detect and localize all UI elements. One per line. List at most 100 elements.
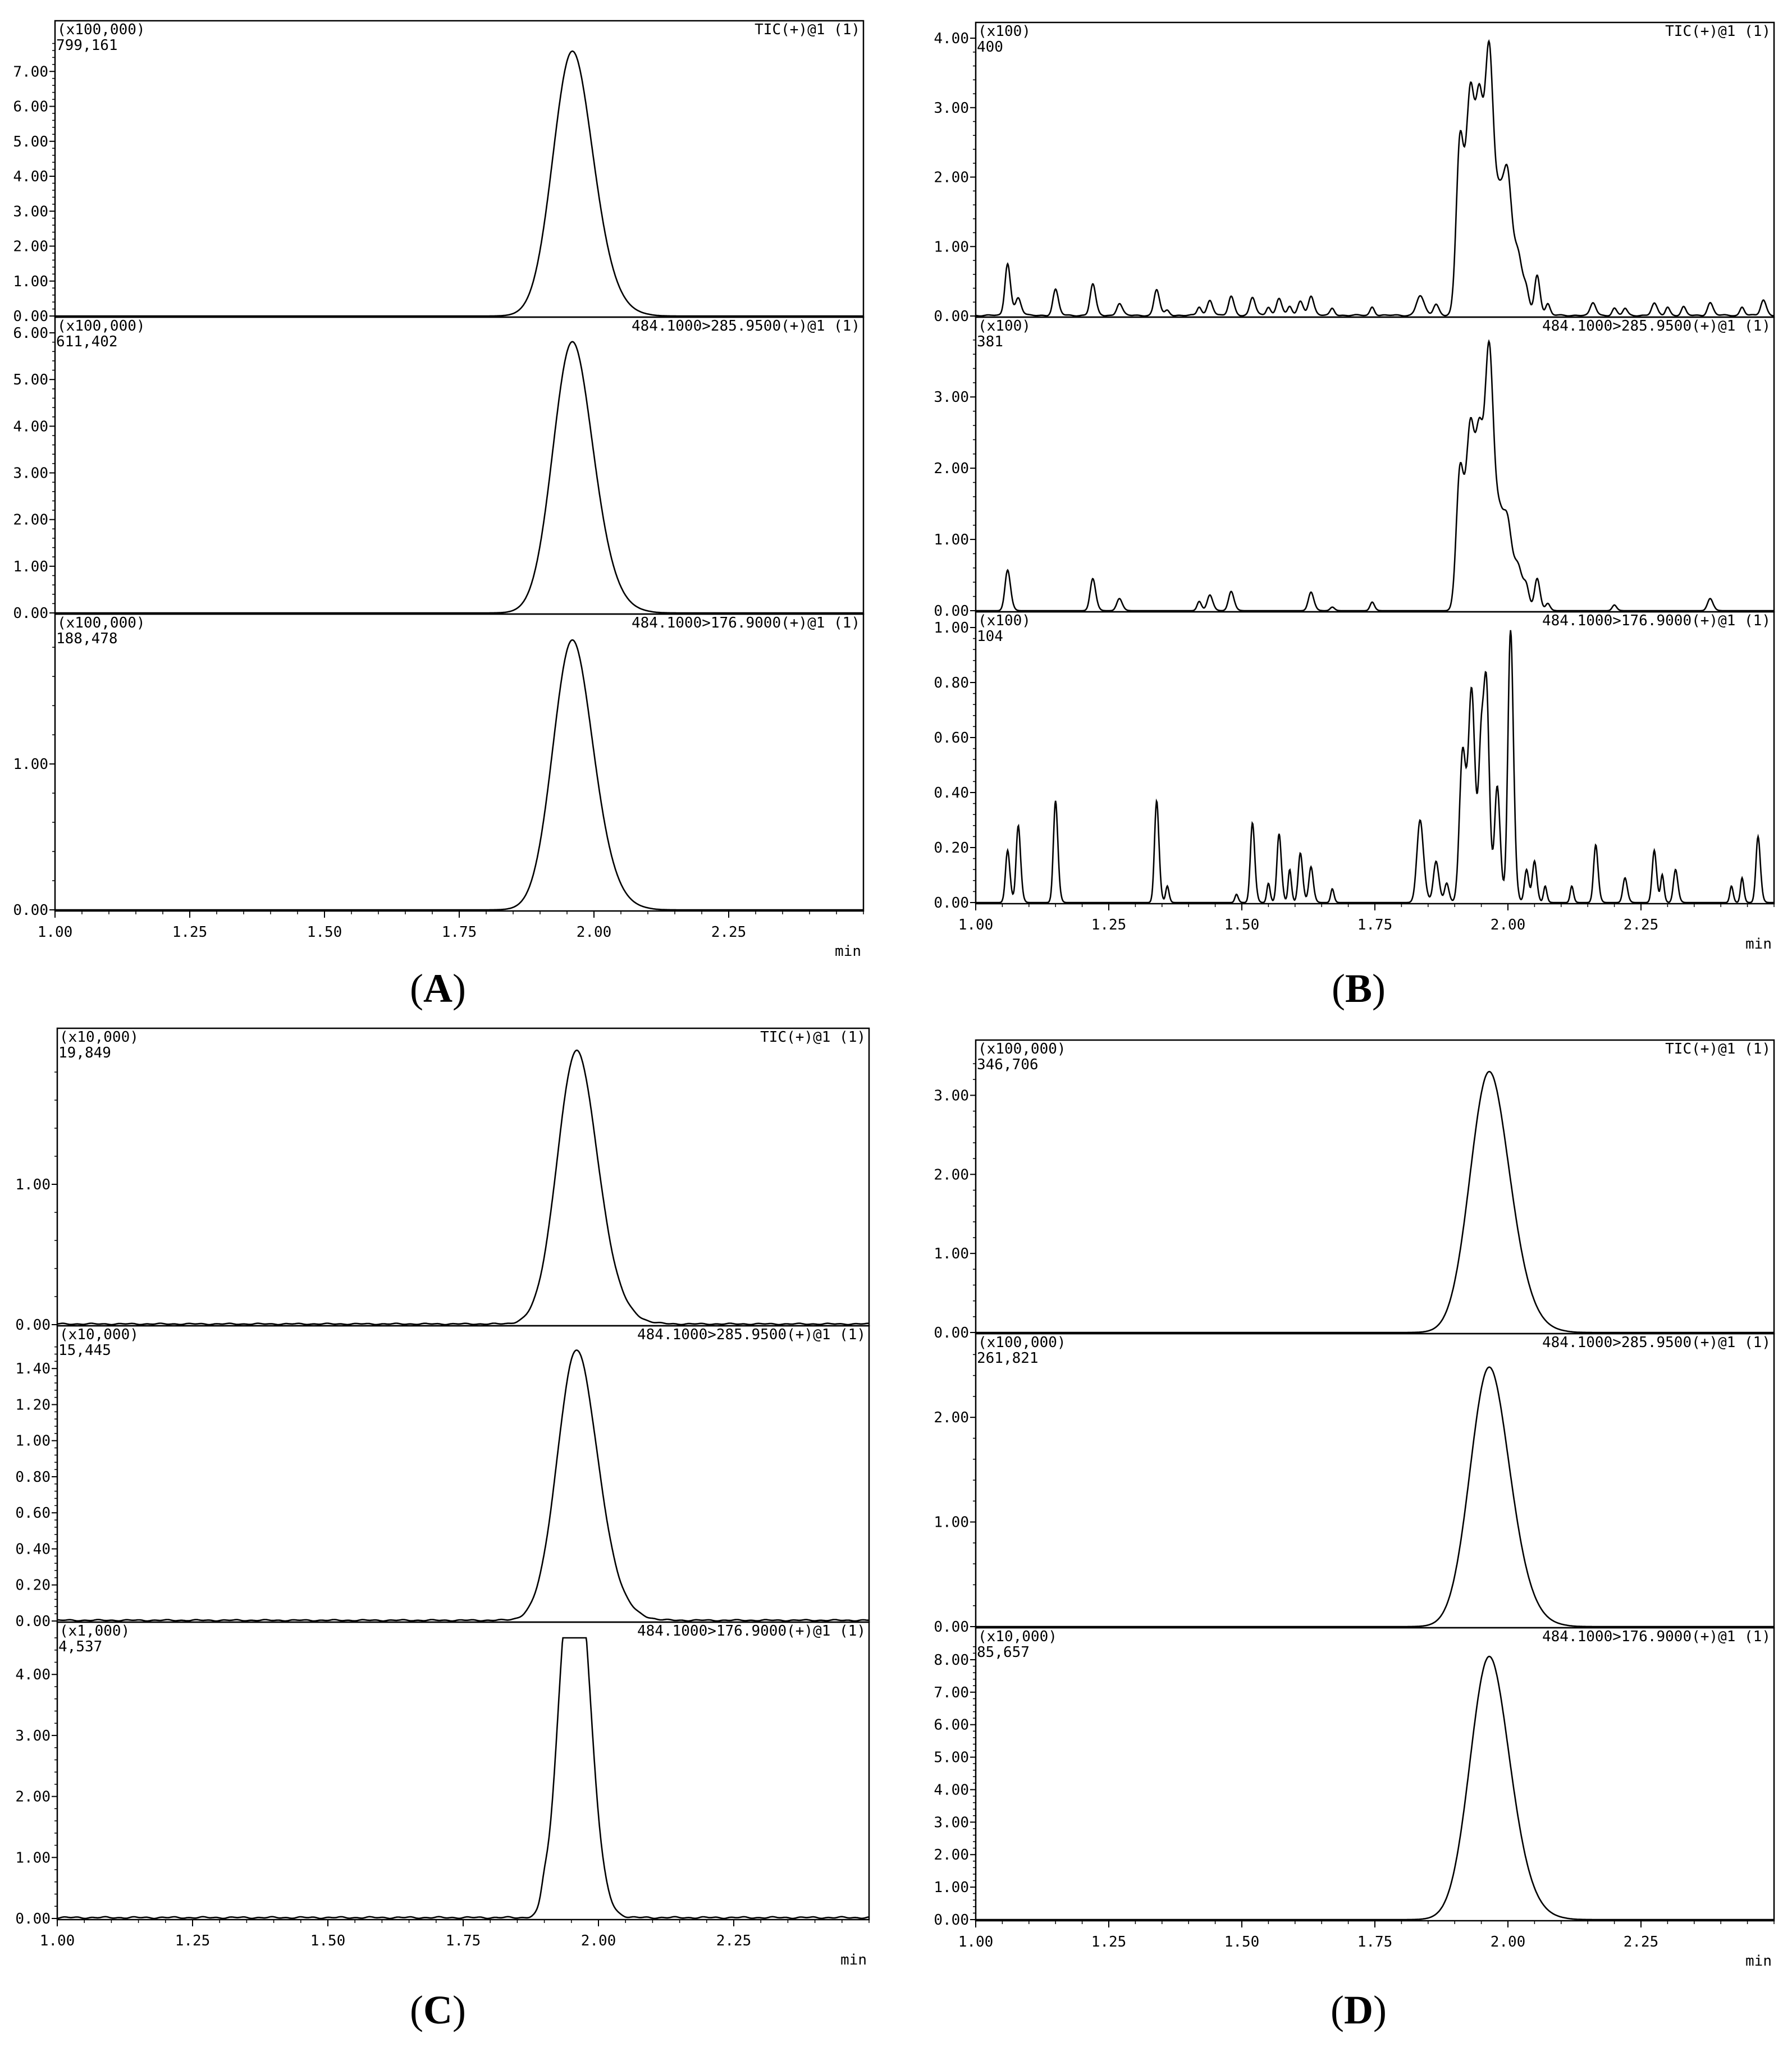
y-tick-label: 3.00: [934, 100, 969, 117]
y-tick-label: 2.00: [934, 1847, 969, 1863]
channel-label: TIC(+)@1 (1): [760, 1029, 866, 1046]
panel-label-d: D: [1344, 1988, 1373, 2032]
chromatogram-trace: [976, 1366, 1774, 1628]
chromatogram-trace: [55, 639, 863, 911]
x-tick-label: 1.25: [172, 924, 208, 941]
y-tick-label: 0.00: [13, 308, 48, 325]
max-intensity: 15,445: [58, 1342, 111, 1359]
max-intensity: 611,402: [56, 333, 118, 350]
chromatogram-trace: [55, 50, 863, 317]
intensity-multiplier: (x100,000): [57, 21, 145, 38]
max-intensity: 104: [977, 628, 1003, 645]
y-tick-label: 4.00: [934, 1782, 969, 1798]
y-tick-label: 8.00: [934, 1652, 969, 1669]
y-tick-label: 3.00: [15, 1728, 51, 1744]
y-tick-label: 2.00: [15, 1789, 51, 1806]
x-tick-label: 1.50: [307, 924, 342, 941]
x-tick-label: 2.25: [1624, 917, 1659, 933]
channel-label: 484.1000>176.9000(+)@1 (1): [637, 1623, 866, 1640]
y-tick-label: 1.00: [13, 756, 48, 773]
y-tick-label: 0.80: [15, 1469, 51, 1486]
intensity-multiplier: (x10,000): [978, 1628, 1057, 1645]
channel-label: 484.1000>285.9500(+)@1 (1): [632, 318, 860, 335]
chromatogram-trace: [976, 1070, 1774, 1334]
y-tick-label: 1.00: [13, 273, 48, 290]
subplot-frame: [975, 316, 1775, 613]
y-tick-label: 0.20: [934, 840, 969, 857]
subplot-2: 0.00 0.20 0.40 0.60 0.80 1.00 (x100)104 484.100…: [934, 611, 1775, 912]
y-tick-label: 0.60: [15, 1505, 51, 1522]
panel-label-a: A: [423, 966, 452, 1011]
chromatogram-trace: [975, 39, 1774, 317]
y-tick-label: 0.40: [934, 785, 969, 802]
y-tick-label: 1.00: [15, 1433, 51, 1450]
y-tick-label: 1.00: [934, 1245, 969, 1262]
chromatogram-trace: [976, 630, 1774, 904]
subplot-0: 0.00 1.00 2.00 3.00 4.00 (x100)400 TIC(+)@1 (1…: [934, 21, 1775, 325]
max-intensity: 4,537: [58, 1638, 102, 1655]
y-tick-label: 2.00: [13, 239, 48, 255]
channel-label: 484.1000>176.9000(+)@1 (1): [1542, 612, 1771, 629]
x-tick-label: 2.00: [577, 924, 612, 941]
x-tick-label: 1.25: [1091, 1934, 1127, 1950]
max-intensity: 346,706: [977, 1056, 1039, 1073]
panel-label-c: C: [423, 1988, 452, 2032]
intensity-multiplier: (x10,000): [60, 1326, 139, 1343]
y-tick-label: 0.00: [934, 1325, 969, 1341]
x-axis-unit: min: [1745, 1953, 1772, 1970]
y-tick-label: 1.20: [15, 1396, 51, 1413]
channel-label: TIC(+)@1 (1): [1665, 1041, 1771, 1057]
x-tick-label: 1.75: [442, 924, 477, 941]
x-tick-label: 1.50: [310, 1933, 346, 1949]
y-tick-label: 0.00: [934, 603, 969, 620]
x-tick-label: 1.00: [958, 1934, 994, 1950]
x-tick-label: 2.00: [1491, 1934, 1526, 1950]
x-tick-label: 2.25: [716, 1933, 752, 1949]
subplot-frame: [54, 613, 865, 912]
y-tick-label: 3.00: [934, 1087, 969, 1104]
intensity-multiplier: (x10,000): [60, 1029, 139, 1046]
intensity-multiplier: (x100,000): [978, 1334, 1066, 1351]
chromatogram-trace: [976, 1655, 1774, 1921]
panel-caption-b: (B): [1332, 966, 1386, 1011]
y-tick-label: 0.40: [15, 1541, 51, 1558]
chromatogram-trace: [57, 1637, 870, 1920]
y-tick-label: 0.80: [934, 675, 969, 692]
channel-label: 484.1000>176.9000(+)@1 (1): [632, 615, 860, 631]
chart-panel-d: 0.001.002.003.00(x100,000)346,706TIC(+)@…: [934, 1039, 1775, 1970]
y-tick-label: 1.00: [13, 558, 48, 575]
y-tick-label: 2.00: [934, 1166, 969, 1183]
y-tick-label: 1.00: [934, 532, 969, 548]
subplot-2: 0.00 1.00 2.00 3.00 4.00 (x1,000)4,537 484.100…: [15, 1621, 870, 1927]
x-tick-label: 1.25: [175, 1933, 211, 1949]
y-tick-label: 4.00: [13, 168, 48, 185]
x-tick-label: 1.00: [38, 924, 73, 941]
channel-label: 484.1000>285.9500(+)@1 (1): [637, 1326, 866, 1343]
intensity-multiplier: (x1,000): [60, 1623, 130, 1640]
x-tick-label: 2.25: [711, 924, 747, 941]
subplot-frame: [54, 316, 865, 615]
x-tick-label: 2.00: [581, 1933, 616, 1949]
y-tick-label: 1.00: [15, 1849, 51, 1866]
y-tick-label: 3.00: [934, 1814, 969, 1831]
channel-label: 484.1000>176.9000(+)@1 (1): [1542, 1628, 1771, 1645]
y-tick-label: 3.00: [934, 389, 969, 406]
y-tick-label: 3.00: [13, 465, 48, 482]
y-tick-label: 6.00: [13, 99, 48, 116]
y-tick-label: 1.00: [934, 239, 969, 255]
channel-label: 484.1000>285.9500(+)@1 (1): [1542, 318, 1771, 335]
y-tick-label: 1.00: [934, 1514, 969, 1531]
y-tick-label: 7.00: [13, 63, 48, 80]
x-tick-label: 1.75: [1357, 1934, 1393, 1950]
y-tick-label: 1.40: [15, 1361, 51, 1377]
subplot-frame: [975, 1627, 1775, 1922]
subplot-frame: [56, 1027, 870, 1327]
subplot-0: 0.00 1.00 2.00 3.00 (x100,000)346,706 TIC(+)@…: [934, 1039, 1775, 1341]
y-tick-label: 0.00: [15, 1317, 51, 1334]
y-tick-label: 5.00: [934, 1750, 969, 1766]
x-tick-label: 1.75: [446, 1933, 481, 1949]
intensity-multiplier: (x100,000): [978, 1041, 1066, 1057]
intensity-multiplier: (x100): [978, 23, 1031, 40]
subplot-frame: [56, 1325, 870, 1623]
